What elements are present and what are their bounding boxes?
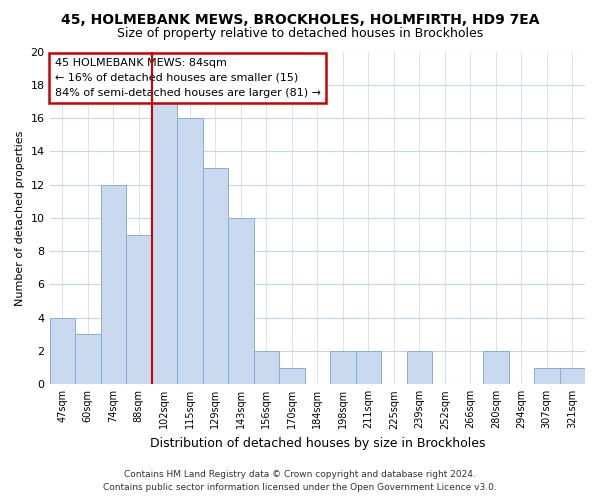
Bar xyxy=(356,351,381,384)
Text: Size of property relative to detached houses in Brockholes: Size of property relative to detached ho… xyxy=(117,28,483,40)
Bar xyxy=(534,368,560,384)
Bar xyxy=(407,351,432,384)
Bar xyxy=(228,218,254,384)
Bar xyxy=(75,334,101,384)
Bar xyxy=(483,351,509,384)
Bar xyxy=(560,368,585,384)
Y-axis label: Number of detached properties: Number of detached properties xyxy=(15,130,25,306)
Text: 45 HOLMEBANK MEWS: 84sqm
← 16% of detached houses are smaller (15)
84% of semi-d: 45 HOLMEBANK MEWS: 84sqm ← 16% of detach… xyxy=(55,58,321,98)
Bar xyxy=(203,168,228,384)
Bar xyxy=(152,102,177,385)
Bar xyxy=(177,118,203,384)
Bar xyxy=(254,351,279,384)
X-axis label: Distribution of detached houses by size in Brockholes: Distribution of detached houses by size … xyxy=(149,437,485,450)
Bar xyxy=(279,368,305,384)
Text: 45, HOLMEBANK MEWS, BROCKHOLES, HOLMFIRTH, HD9 7EA: 45, HOLMEBANK MEWS, BROCKHOLES, HOLMFIRT… xyxy=(61,12,539,26)
Bar xyxy=(101,184,126,384)
Bar xyxy=(50,318,75,384)
Bar xyxy=(126,234,152,384)
Text: Contains HM Land Registry data © Crown copyright and database right 2024.
Contai: Contains HM Land Registry data © Crown c… xyxy=(103,470,497,492)
Bar xyxy=(330,351,356,384)
